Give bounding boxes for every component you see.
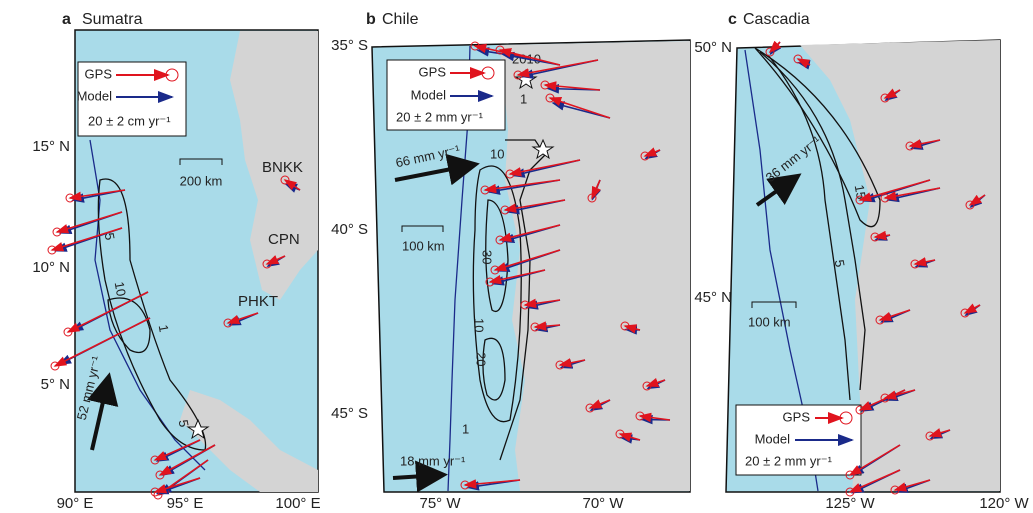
lon-label: 75° W (419, 495, 461, 512)
lat-label: 15° N (32, 138, 70, 155)
lat-label: 50° N (694, 39, 732, 56)
legend: GPS Model 20 ± 2 mm yr⁻¹ (736, 405, 861, 475)
panel-letter: a (62, 11, 71, 28)
legend-scale: 20 ± 2 mm yr⁻¹ (745, 453, 833, 468)
station: CPN (268, 231, 300, 248)
contour-label: 1 (520, 91, 527, 106)
contour-label: 1 (462, 421, 469, 436)
legend-gps: GPS (85, 66, 113, 81)
contour-label: 10 (490, 146, 504, 161)
lat-label: 40° S (331, 221, 368, 238)
lon-label: 95° E (167, 495, 204, 512)
lat-label: 35° S (331, 37, 368, 54)
legend: GPS Model 20 ± 2 cm yr⁻¹ (77, 62, 186, 136)
panel-letter: b (366, 11, 376, 28)
panel-a: a Sumatra 15° N 10° N 5° N 90° E 95° E 1… (32, 11, 320, 512)
lat-label: 45° S (331, 405, 368, 422)
legend-gps: GPS (419, 64, 447, 79)
legend-model: Model (77, 88, 113, 103)
lon-label: 120° W (979, 495, 1029, 512)
lat-label: 45° N (694, 289, 732, 306)
figure: a Sumatra 15° N 10° N 5° N 90° E 95° E 1… (0, 0, 1033, 513)
legend: GPS Model 20 ± 2 mm yr⁻¹ (387, 60, 505, 130)
panel-title: Cascadia (743, 11, 810, 28)
station: BNKK (262, 159, 303, 176)
scale-bar-label: 100 km (748, 314, 791, 329)
scale-bar-label: 200 km (180, 173, 223, 188)
panel-c: c Cascadia 50° N 45° N 125° W 120° W GPS… (694, 11, 1029, 512)
station: PHKT (238, 293, 278, 310)
lon-label: 125° W (825, 495, 875, 512)
lat-label: 10° N (32, 259, 70, 276)
legend-model: Model (411, 87, 447, 102)
contour-label: 30 (480, 250, 495, 264)
plate-rate: 18 mm yr⁻¹ (400, 453, 466, 468)
legend-scale: 20 ± 2 mm yr⁻¹ (396, 109, 484, 124)
lon-label: 70° W (582, 495, 624, 512)
land (500, 41, 690, 491)
lon-label: 100° E (275, 495, 320, 512)
legend-gps: GPS (783, 409, 811, 424)
lon-label: 90° E (57, 495, 94, 512)
panel-letter: c (728, 11, 737, 28)
legend-model: Model (755, 431, 791, 446)
contour-label: 20 (474, 352, 489, 366)
lat-label: 5° N (41, 376, 70, 393)
panel-title: Chile (382, 11, 419, 28)
contour-label: 10 (112, 281, 129, 298)
scale-bar-label: 100 km (402, 238, 445, 253)
legend-scale: 20 ± 2 cm yr⁻¹ (88, 113, 171, 128)
panel-b: b Chile 35° S 40° S 45° S 75° W 70° W GP… (331, 11, 690, 512)
panel-title: Sumatra (82, 11, 143, 28)
contour-label: 10 (472, 318, 487, 332)
